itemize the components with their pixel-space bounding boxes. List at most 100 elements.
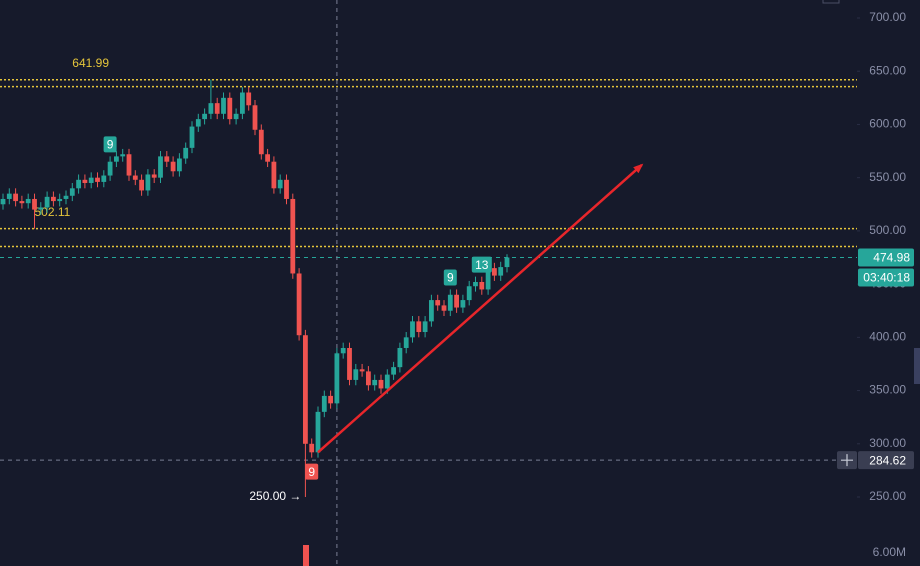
y-tick-label: 350.00 <box>869 383 906 397</box>
side-handle[interactable] <box>914 348 920 384</box>
candle-body <box>391 367 396 375</box>
candle-body <box>485 268 491 290</box>
candle-body <box>208 103 214 114</box>
signal-label: 9 <box>308 465 315 479</box>
candle-body <box>271 161 277 189</box>
countdown-tag <box>858 268 914 287</box>
candle-body <box>221 97 226 114</box>
candle-body <box>0 198 6 205</box>
trendline <box>317 163 644 454</box>
candle-body <box>120 154 126 157</box>
candle-body <box>189 126 195 148</box>
volume-bar <box>303 545 309 566</box>
candle-body <box>504 257 510 268</box>
crosshair-plus <box>841 454 853 467</box>
y-tick-label: 400.00 <box>869 330 906 344</box>
candle-body <box>246 92 252 106</box>
candle-body <box>214 103 220 114</box>
crosshair-price-label: 284.62 <box>869 453 906 467</box>
candle-body <box>114 156 119 162</box>
candle-body <box>132 175 138 180</box>
y-tick-label: 500.00 <box>869 223 906 237</box>
candle-body <box>265 154 270 162</box>
signal-marker <box>305 463 319 480</box>
candle-body <box>57 198 63 202</box>
candle-body <box>164 156 170 162</box>
candle-body <box>25 198 31 204</box>
y-tick-label: 250.00 <box>869 489 906 503</box>
last-price-tag <box>858 248 914 267</box>
crosshair-price-tag <box>858 451 914 470</box>
last-price-label: 474.98 <box>873 251 910 265</box>
signal-label: 13 <box>475 258 489 272</box>
candle-body <box>498 267 504 276</box>
candle-body <box>347 347 352 380</box>
y-tick-label: 300.00 <box>869 436 906 450</box>
signal-label: 9 <box>107 138 114 152</box>
candle-body <box>366 371 371 386</box>
candle-body <box>353 369 359 380</box>
low-label: 250.00 → <box>249 489 301 503</box>
candle-body <box>384 374 390 389</box>
candle-body <box>454 294 459 308</box>
level-label: 641.99 <box>72 56 109 70</box>
candle-body <box>410 321 415 338</box>
signal-label: 9 <box>447 271 454 285</box>
candle-body <box>290 198 296 274</box>
candle-body <box>82 179 88 183</box>
candle-body <box>359 369 365 372</box>
candle-body <box>429 300 434 322</box>
candle-body <box>309 443 315 453</box>
candle-body <box>195 119 201 127</box>
candle-body <box>340 347 346 354</box>
candle-body <box>38 207 44 210</box>
candle-body <box>69 188 75 196</box>
candle-body <box>479 281 485 290</box>
candle-body <box>378 379 384 389</box>
candle-body <box>170 161 176 172</box>
candle-body <box>158 156 163 178</box>
signal-marker <box>443 269 457 286</box>
candle-body <box>88 177 94 183</box>
toolbar-icon[interactable] <box>822 0 840 4</box>
y-tick-label: 650.00 <box>869 63 906 77</box>
candle-body <box>227 97 233 120</box>
candle-body <box>63 195 69 199</box>
candle-body <box>460 300 466 308</box>
candle-body <box>126 154 132 176</box>
signal-marker <box>471 256 492 273</box>
candle-body <box>233 113 239 120</box>
candle-body <box>139 179 144 191</box>
candle-body <box>76 179 81 189</box>
candle-body <box>183 147 189 159</box>
candle-body <box>32 198 37 210</box>
candle-body <box>492 268 497 276</box>
candle-body <box>101 175 107 182</box>
candle-body <box>328 395 333 404</box>
volume-axis-label: 6.00M <box>873 545 906 559</box>
candle-body <box>315 411 321 453</box>
y-tick-label: 600.00 <box>869 117 906 131</box>
candle-body <box>13 193 18 202</box>
candle-body <box>202 113 207 120</box>
candle-body <box>19 201 25 204</box>
candle-body <box>44 196 50 208</box>
candle-body <box>95 177 100 182</box>
candle-body <box>321 395 327 412</box>
candle-body <box>51 196 56 202</box>
candle-body <box>334 353 340 404</box>
y-tick-label: 700.00 <box>869 10 906 24</box>
candle-body <box>441 305 447 311</box>
candle-body <box>422 321 428 333</box>
candle-body <box>277 179 283 189</box>
candle-body <box>258 129 264 155</box>
level-label: 502.11 <box>35 205 71 219</box>
candle-body <box>296 273 302 336</box>
candle-body <box>177 158 182 172</box>
candle-body <box>284 179 289 199</box>
y-tick-label: 550.00 <box>869 170 906 184</box>
candle-body <box>473 281 478 287</box>
